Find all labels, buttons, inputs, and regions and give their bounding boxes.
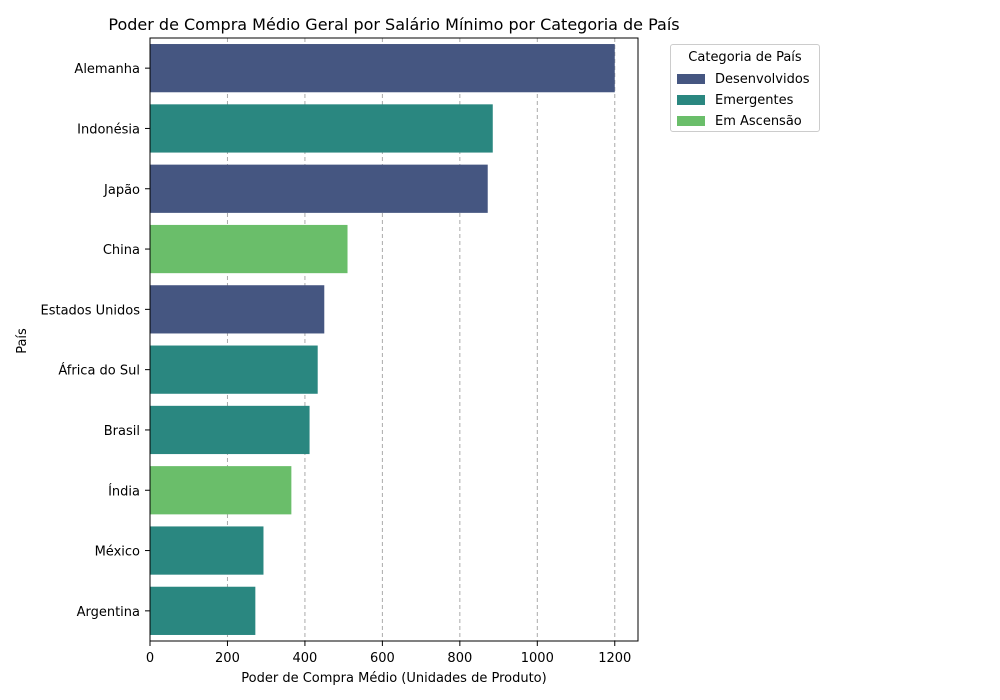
bar: [150, 224, 348, 274]
plot-frame: [149, 37, 639, 642]
bar: [150, 345, 318, 394]
y-tick-label: Japão: [103, 183, 140, 198]
chart-title: Poder de Compra Médio Geral por Salário …: [108, 15, 679, 34]
bar: [150, 526, 264, 575]
legend-swatch: [677, 74, 705, 84]
plot-border: [149, 37, 639, 642]
y-tick-label: Brasil: [104, 424, 140, 439]
bar: [150, 164, 488, 213]
y-axis-ticks: Alemanha Indonésia Japão China Estados Unido…: [40, 62, 150, 620]
bar: [150, 44, 615, 93]
y-tick-label: África do Sul: [58, 363, 140, 379]
legend-swatch: [677, 116, 705, 126]
y-tick-label: China: [103, 243, 140, 258]
bar: [150, 466, 292, 515]
legend-item: Emergentes: [677, 92, 793, 108]
x-tick-label: 1000: [521, 651, 554, 666]
x-tick-label: 800: [447, 651, 472, 666]
legend-swatch: [677, 95, 705, 105]
x-axis-label: Poder de Compra Médio (Unidades de Produ…: [241, 671, 546, 686]
y-tick-label: Alemanha: [74, 62, 140, 77]
legend-label: Emergentes: [715, 92, 794, 108]
legend-item: Em Ascensão: [677, 113, 802, 129]
bars-group: [150, 44, 615, 635]
legend: Categoria de País Desenvolvidos Emergente…: [670, 44, 820, 132]
legend-label: Em Ascensão: [715, 113, 802, 129]
y-tick-label: México: [95, 545, 140, 560]
x-tick-label: 1200: [598, 651, 631, 666]
y-tick-label: Índia: [108, 483, 140, 499]
y-tick-label: Argentina: [77, 605, 140, 620]
legend-title: Categoria de País: [688, 50, 802, 65]
y-axis-label: País: [15, 328, 30, 354]
bar: [150, 405, 310, 455]
bar: [150, 104, 493, 153]
bar: [150, 285, 325, 334]
x-tick-label: 400: [293, 651, 318, 666]
x-axis-ticks: 0 200 400 600 800 1000 1200: [146, 641, 631, 666]
legend-label: Desenvolvidos: [715, 71, 810, 87]
x-tick-label: 0: [146, 651, 154, 666]
y-tick-label: Estados Unidos: [40, 303, 140, 318]
y-tick-label: Indonésia: [77, 122, 140, 137]
x-tick-label: 200: [215, 651, 240, 666]
legend-item: Desenvolvidos: [677, 71, 810, 87]
bar: [150, 586, 256, 635]
x-tick-label: 600: [370, 651, 395, 666]
